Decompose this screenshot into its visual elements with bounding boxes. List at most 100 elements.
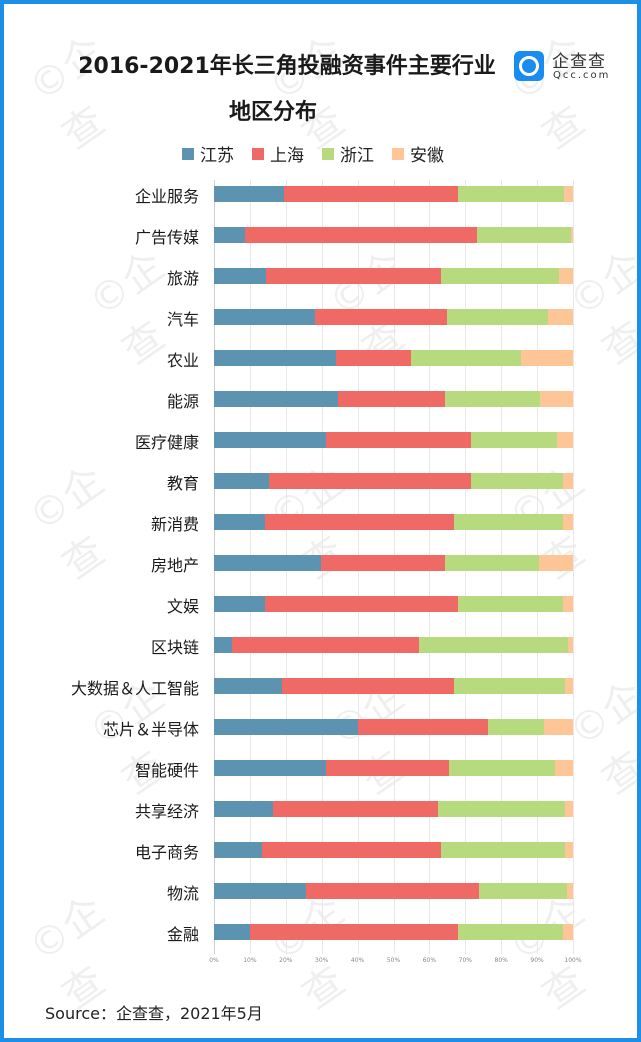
stacked-bar: [214, 309, 573, 325]
bar-segment: [214, 801, 274, 817]
bar-segment: [265, 596, 459, 612]
bar-segment: [458, 596, 564, 612]
x-tick-label: 40%: [350, 957, 365, 964]
stacked-bar: [214, 596, 573, 612]
bar-segment: [540, 391, 573, 407]
bar-segment: [478, 883, 567, 899]
bar-segment: [454, 678, 565, 694]
x-tick-label: 30%: [315, 957, 329, 964]
bar-segment: [419, 637, 569, 653]
qcc-logo: 企查查 Qcc.com: [514, 47, 637, 87]
bar-segment: [357, 719, 488, 735]
bar-segment: [470, 473, 564, 489]
x-tick-label: 60%: [422, 957, 437, 964]
x-tick-label: 100%: [564, 957, 582, 964]
logo-text-en: Qcc.com: [553, 70, 611, 81]
x-tick-label: 10%: [243, 957, 257, 964]
stacked-bar: [214, 514, 573, 530]
bar-segment: [554, 760, 573, 776]
category-label: 广告传媒: [134, 228, 199, 247]
bar-segment: [273, 801, 439, 817]
bar-segment: [564, 678, 573, 694]
bar-segment: [314, 309, 447, 325]
stacked-bar: [214, 432, 573, 448]
bar-segment: [305, 883, 479, 899]
bar-segment: [214, 555, 321, 571]
source-note: Source：企查查，2021年5月: [45, 1004, 263, 1023]
category-label: 房地产: [150, 556, 199, 575]
stacked-bar: [214, 678, 573, 694]
x-tick-label: 0%: [209, 957, 219, 964]
chart-legend: 江苏 上海 浙江 安徽: [182, 141, 444, 166]
bar-segment: [441, 268, 560, 284]
legend-label: 安徽: [410, 146, 444, 166]
bar-segment: [326, 760, 450, 776]
chart-title-line1: 2016-2021年长三角投融资事件主要行业: [78, 54, 496, 79]
stacked-bar: [214, 350, 573, 366]
stacked-bar: [214, 883, 573, 899]
category-label: 共享经济: [134, 802, 199, 821]
stacked-bar: [214, 186, 573, 202]
legend-label: 浙江: [340, 146, 374, 166]
bar-segment: [338, 391, 446, 407]
bar-segment: [283, 186, 459, 202]
bar-segment: [458, 924, 563, 940]
bar-segment: [266, 268, 442, 284]
bar-segment: [547, 309, 573, 325]
stacked-bar: [214, 555, 573, 571]
bar-segment: [214, 268, 267, 284]
bar-segment: [261, 842, 442, 858]
bar-segment: [214, 924, 251, 940]
stacked-bar: [214, 268, 573, 284]
chart-frame: ©企查 ©企查 ©企查 ©企查 ©企查 ©企查 ©企查 ©企查 ©企查 ©企查 ©企查 ©企查 ©企查 ©…: [4, 4, 637, 1038]
bar-segment: [562, 924, 573, 940]
stacked-bar: [214, 924, 573, 940]
stacked-bar: [214, 473, 573, 489]
bar-segment: [214, 637, 232, 653]
bar-segment: [336, 350, 412, 366]
gridline: [573, 180, 574, 954]
stacked-bar: [214, 801, 573, 817]
bar-segment: [454, 514, 564, 530]
bar-segment: [214, 309, 315, 325]
bar-segment: [214, 432, 327, 448]
category-label: 农业: [166, 351, 199, 370]
bar-segment: [476, 227, 572, 243]
bar-segment: [250, 924, 459, 940]
x-tick-label: 80%: [494, 957, 508, 964]
bar-segment: [282, 678, 455, 694]
stacked-bar: [214, 719, 573, 735]
category-label: 电子商务: [134, 843, 199, 862]
legend-swatch-icon: [252, 147, 264, 160]
legend-swatch-icon: [182, 147, 194, 160]
bar-segment: [268, 473, 471, 489]
bar-segment: [214, 842, 262, 858]
bar-segment: [446, 309, 548, 325]
x-tick-label: 90%: [530, 957, 544, 964]
bar-segment: [470, 432, 558, 448]
category-label: 智能硬件: [134, 761, 199, 780]
x-tick-label: 70%: [458, 957, 472, 964]
bar-segment: [566, 883, 573, 899]
category-label: 物流: [166, 884, 199, 903]
legend-item: 安徽: [392, 141, 444, 166]
category-label: 区块链: [150, 638, 199, 657]
category-label: 企业服务: [134, 187, 199, 206]
bar-segment: [544, 719, 573, 735]
bar-segment: [445, 555, 539, 571]
bar-segment: [214, 760, 326, 776]
bar-segment: [565, 801, 573, 817]
bar-segment: [563, 514, 573, 530]
legend-swatch-icon: [322, 147, 334, 160]
bar-segment: [559, 268, 573, 284]
bar-segment: [563, 596, 573, 612]
category-label: 大数据＆人工智能: [70, 679, 199, 698]
stacked-bar: [214, 760, 573, 776]
stacked-bar: [214, 227, 573, 243]
legend-item: 上海: [252, 141, 304, 166]
stacked-bar: [214, 842, 573, 858]
bar-segment: [214, 678, 283, 694]
category-label: 金融: [166, 925, 199, 944]
bar-segment: [320, 555, 446, 571]
stacked-bar-chart: 0% 10% 20% 30% 40% 50% 60% 70% 80% 90% 100% 企业服务 广告传…: [4, 4, 637, 1038]
